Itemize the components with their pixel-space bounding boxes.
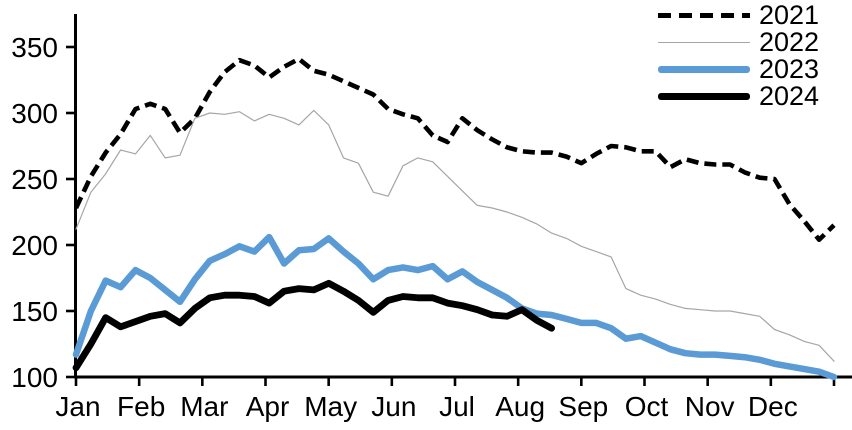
series-line-2024	[72, 279, 555, 372]
x-tick-label: Jun	[371, 391, 416, 422]
legend-swatch-black-line	[658, 93, 750, 100]
legend-item-2023: 2023	[658, 56, 819, 83]
legend-item-2021: 2021	[658, 2, 819, 29]
y-tick-label: 250	[11, 164, 58, 195]
legend-swatch-dashed-line	[658, 13, 750, 18]
x-tick-label: Sep	[558, 391, 608, 422]
legend-swatch-blue-line	[658, 66, 750, 73]
x-tick-label: Aug	[495, 391, 545, 422]
y-tick-label: 200	[11, 230, 58, 261]
y-tick-label: 350	[11, 32, 58, 63]
y-tick-label: 300	[11, 98, 58, 129]
y-tick-label: 150	[11, 296, 58, 327]
legend-item-2024: 2024	[658, 83, 819, 110]
series-line-2023	[72, 233, 838, 381]
x-tick-label: May	[304, 391, 357, 422]
series-line-2021	[73, 56, 836, 242]
x-tick-label: Apr	[246, 391, 290, 422]
legend-label-2021: 2021	[759, 0, 820, 30]
legend-label-2024: 2024	[759, 81, 820, 111]
x-tick-label: Jul	[439, 391, 475, 422]
x-tick-label: Dec	[748, 391, 798, 422]
x-tick-label: Jan	[55, 391, 100, 422]
legend-label-2023: 2023	[759, 54, 820, 84]
x-tick-label: Nov	[685, 391, 735, 422]
x-tick-label: Mar	[180, 391, 228, 422]
y-tick-label: 100	[11, 362, 58, 393]
legend: 2021 2022 2023 2024	[658, 2, 819, 110]
x-tick-label: Feb	[117, 391, 165, 422]
legend-item-2022: 2022	[658, 29, 819, 56]
legend-label-2022: 2022	[759, 27, 820, 57]
x-tick-label: Oct	[625, 391, 669, 422]
series-line-2022	[75, 109, 835, 362]
legend-swatch-thin-line	[658, 42, 750, 43]
